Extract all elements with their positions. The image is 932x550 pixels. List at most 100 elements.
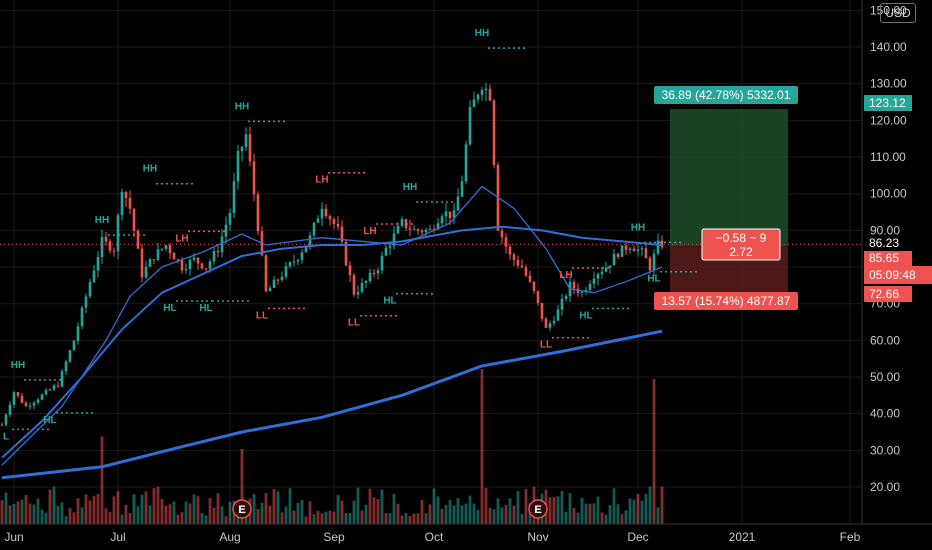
volume-bar <box>388 513 392 524</box>
volume-bar <box>100 436 104 524</box>
candle-body <box>396 225 400 234</box>
volume-bar <box>156 486 160 524</box>
volume-bar <box>632 499 636 524</box>
volume-bar <box>600 512 604 524</box>
volume-bar <box>624 510 628 524</box>
candle-body <box>460 181 464 197</box>
volume-bar <box>300 500 304 524</box>
swing-label-20: HL <box>647 274 660 285</box>
candle-body <box>440 216 444 224</box>
volume-bar <box>104 508 108 524</box>
volume-bar <box>412 513 416 524</box>
volume-bar <box>204 515 208 524</box>
volume-bar <box>572 508 576 524</box>
volume-bar <box>360 510 364 524</box>
volume-bar <box>288 488 292 524</box>
volume-bar <box>8 505 12 524</box>
volume-bar <box>496 498 500 524</box>
target-box[interactable]: 36.89 (42.78%) 5332.01 <box>654 86 798 104</box>
candle-body <box>268 287 272 292</box>
volume-bar <box>592 503 596 524</box>
volume-bar <box>60 502 64 524</box>
swing-label-1: HL <box>43 415 56 426</box>
volume-bar <box>224 516 228 524</box>
time-tick-0: Jun <box>4 530 23 544</box>
swing-label-17: LH <box>559 270 572 281</box>
position-center-line1: −0.58 ~ 9 <box>716 231 767 245</box>
volume-bar <box>480 369 484 524</box>
candle-body <box>416 229 420 231</box>
candle-body <box>612 253 616 266</box>
candle-body <box>404 219 408 229</box>
volume-bar <box>520 514 524 524</box>
candle-body <box>324 208 328 217</box>
volume-bar <box>136 506 140 524</box>
volume-bar <box>68 508 72 524</box>
candle-body <box>452 210 456 218</box>
price-tick-3: 120.00 <box>870 113 907 127</box>
volume-bar <box>196 496 200 524</box>
swing-label-16: LL <box>540 340 552 351</box>
position-center-box[interactable]: −0.58 ~ 9 2.72 <box>701 228 781 261</box>
volume-bar <box>380 489 384 524</box>
volume-bar <box>440 508 444 524</box>
candle-body <box>232 181 236 213</box>
volume-bar <box>400 515 404 524</box>
svg-text:72.66: 72.66 <box>869 287 899 301</box>
volume-bar <box>80 507 84 524</box>
time-axis[interactable]: Jun Jul Aug Sep Oct Nov Dec 2021 Feb <box>4 530 860 544</box>
volume-bar <box>280 512 284 524</box>
candle-body <box>600 271 604 275</box>
volume-bar <box>216 493 220 524</box>
volume-bar <box>648 486 652 524</box>
volume-bar <box>492 509 496 524</box>
candle-body <box>628 248 632 251</box>
swing-label-4: HH <box>143 164 157 175</box>
volume-bar <box>340 500 344 524</box>
swing-label-0: HH <box>11 360 25 371</box>
swing-label-3: HH <box>95 215 109 226</box>
candle-body <box>420 230 424 233</box>
candle-body <box>132 208 136 231</box>
last-price-label: 86.23 <box>864 235 912 251</box>
candle-body <box>328 216 332 220</box>
candle-body <box>180 260 184 271</box>
currency-button[interactable]: USD <box>880 3 916 23</box>
candle-body <box>204 268 208 270</box>
volume-bar <box>28 503 32 524</box>
candle-body <box>216 251 220 253</box>
volume-bar <box>468 495 472 524</box>
price-tick-1: 140.00 <box>870 40 907 54</box>
volume-bar <box>612 488 616 524</box>
candle-body <box>588 283 592 290</box>
volume-bar <box>364 504 368 524</box>
candle-body <box>640 248 644 250</box>
stop-box[interactable]: 13.57 (15.74%) 4877.87 <box>654 292 798 310</box>
volume-bar <box>408 515 412 524</box>
volume-bar <box>616 504 620 524</box>
volume-bar <box>268 505 272 524</box>
candle-body <box>444 211 448 217</box>
volume-bar <box>72 512 76 524</box>
volume-bar <box>576 512 580 524</box>
candle-body <box>352 275 356 295</box>
candle-body <box>168 245 172 254</box>
candle-body <box>500 230 504 238</box>
swing-label-8: HH <box>235 101 249 112</box>
svg-text:123.12: 123.12 <box>869 96 906 110</box>
volume-bar <box>16 501 20 524</box>
volume-bar <box>176 514 180 524</box>
candle-body <box>220 236 224 253</box>
swing-label-15: HH <box>475 28 489 39</box>
volume-bar <box>588 503 592 524</box>
candle-body <box>192 257 196 261</box>
volume-bar <box>20 499 24 524</box>
volume-bar <box>220 506 224 524</box>
price-tick-4: 110.00 <box>870 150 906 164</box>
candle-body <box>344 241 348 266</box>
candle-body <box>92 270 96 283</box>
candle-body <box>52 385 56 390</box>
candle-body <box>172 253 176 260</box>
